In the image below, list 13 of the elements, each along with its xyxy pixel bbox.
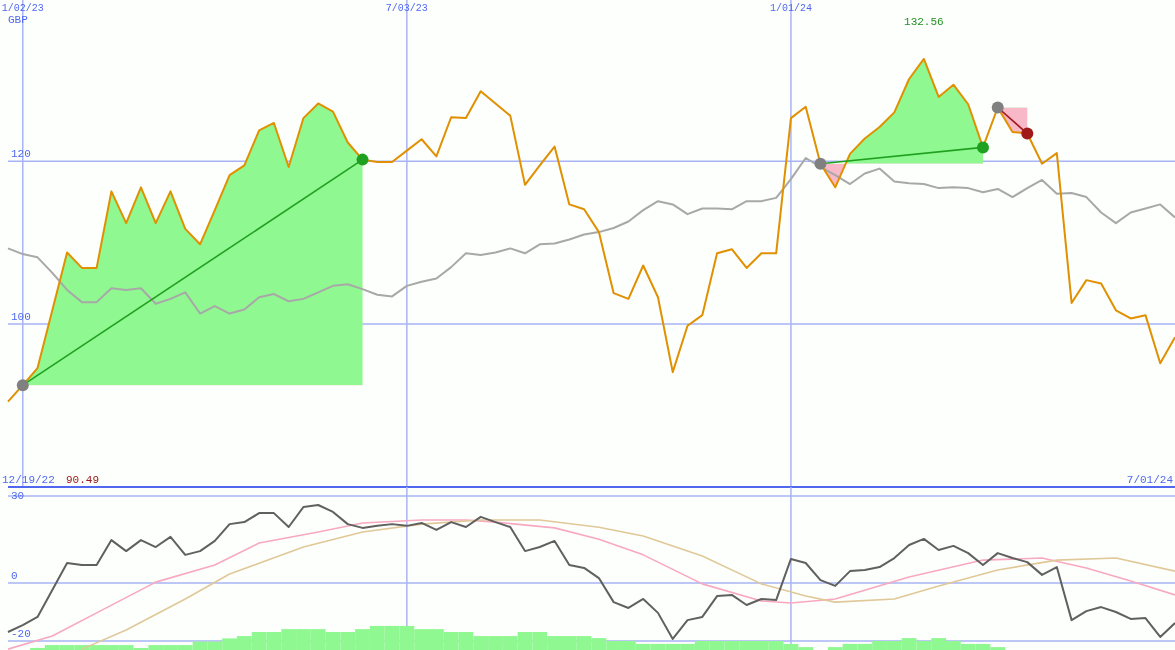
y-tick-label: 30 [11, 489, 25, 502]
annotation: 132.56 [904, 16, 944, 28]
annotation: 7/01/24 [1126, 474, 1174, 486]
y-tick-label: -20 [11, 628, 31, 641]
x-tick-label: 7/03/23 [385, 3, 428, 14]
x-tick-label: 1/01/24 [769, 3, 812, 14]
y-tick-label: 0 [11, 570, 18, 582]
annotation: 90.49 [66, 474, 100, 486]
y-axis-title: GBP [8, 14, 29, 26]
annotation: 12/19/22 [2, 474, 55, 486]
y-tick-label: 100 [11, 311, 31, 324]
y-tick-label: 120 [11, 148, 31, 161]
x-tick-label: 1/02/23 [1, 3, 44, 14]
